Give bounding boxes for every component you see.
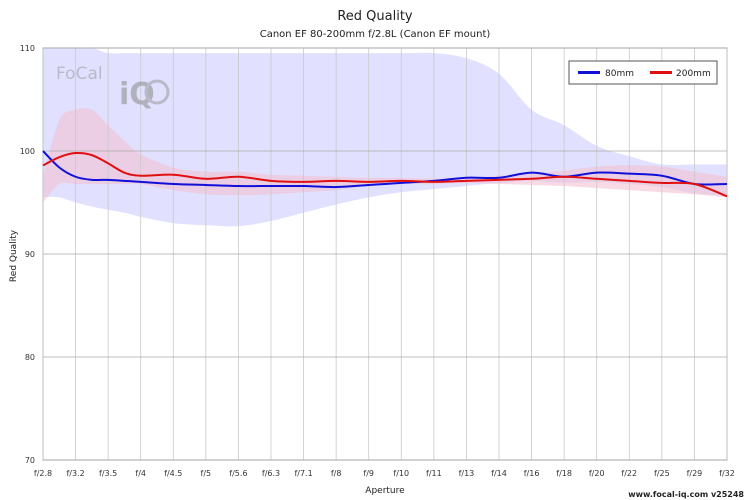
x-tick-label: f/13 — [459, 469, 475, 478]
x-tick-label: f/20 — [589, 469, 605, 478]
legend: 80mm 200mm — [568, 60, 718, 85]
legend-box — [568, 60, 718, 85]
x-tick-label: f/2.8 — [34, 469, 52, 478]
x-tick-label: f/8 — [331, 469, 342, 478]
x-tick-label: f/3.5 — [99, 469, 117, 478]
x-tick-label: f/14 — [491, 469, 507, 478]
chart-title: Red Quality — [337, 9, 413, 24]
y-tick-label: 110 — [20, 44, 35, 53]
x-tick-label: f/7.1 — [294, 469, 312, 478]
series-lines — [42, 150, 728, 198]
x-tick-label: f/32 — [719, 469, 735, 478]
x-axis-label: Aperture — [365, 486, 405, 496]
x-tick-label: f/9 — [363, 469, 374, 478]
x-tick-label: f/11 — [426, 469, 442, 478]
series-line-200mm — [42, 151, 728, 198]
y-tick-label: 100 — [20, 147, 35, 156]
grid-lines — [42, 47, 728, 461]
x-tick-label: f/16 — [524, 469, 540, 478]
x-tick-label: f/22 — [621, 469, 637, 478]
legend-label-200mm: 200mm — [676, 69, 711, 79]
y-tick-labels: 70 80 90 100 110 — [20, 44, 35, 465]
x-tick-label: f/25 — [654, 469, 670, 478]
legend-label-80mm: 80mm — [605, 69, 634, 79]
x-tick-label: f/18 — [556, 469, 572, 478]
y-tick-label: 80 — [25, 353, 35, 362]
x-tick-labels: f/2.8 f/3.2 f/3.5 f/4 f/4.5 f/5 f/5.6 f/6.3 f/7.… — [34, 469, 735, 478]
series-line-80mm — [42, 150, 728, 189]
y-axis-label: Red Quality — [9, 229, 19, 282]
x-tick-label: f/4.5 — [164, 469, 182, 478]
x-tick-label: f/3.2 — [66, 469, 84, 478]
logo-text-focal: FoCal — [56, 64, 103, 84]
x-tick-label: f/6.3 — [262, 469, 280, 478]
x-tick-label: f/29 — [687, 469, 703, 478]
y-tick-label: 70 — [25, 456, 35, 465]
x-tick-label: f/10 — [393, 469, 409, 478]
y-tick-label: 90 — [25, 250, 35, 259]
logo-lens-icon — [144, 79, 170, 105]
x-tick-label: f/5.6 — [229, 469, 247, 478]
x-tick-label: f/5 — [201, 469, 212, 478]
x-tick-label: f/4 — [135, 469, 146, 478]
focal-iq-logo: FoCal iQ — [56, 64, 170, 112]
credit-text: www.focal-iq.com v25248 — [628, 490, 744, 499]
chart-subtitle: Canon EF 80-200mm f/2.8L (Canon EF mount… — [260, 29, 491, 40]
